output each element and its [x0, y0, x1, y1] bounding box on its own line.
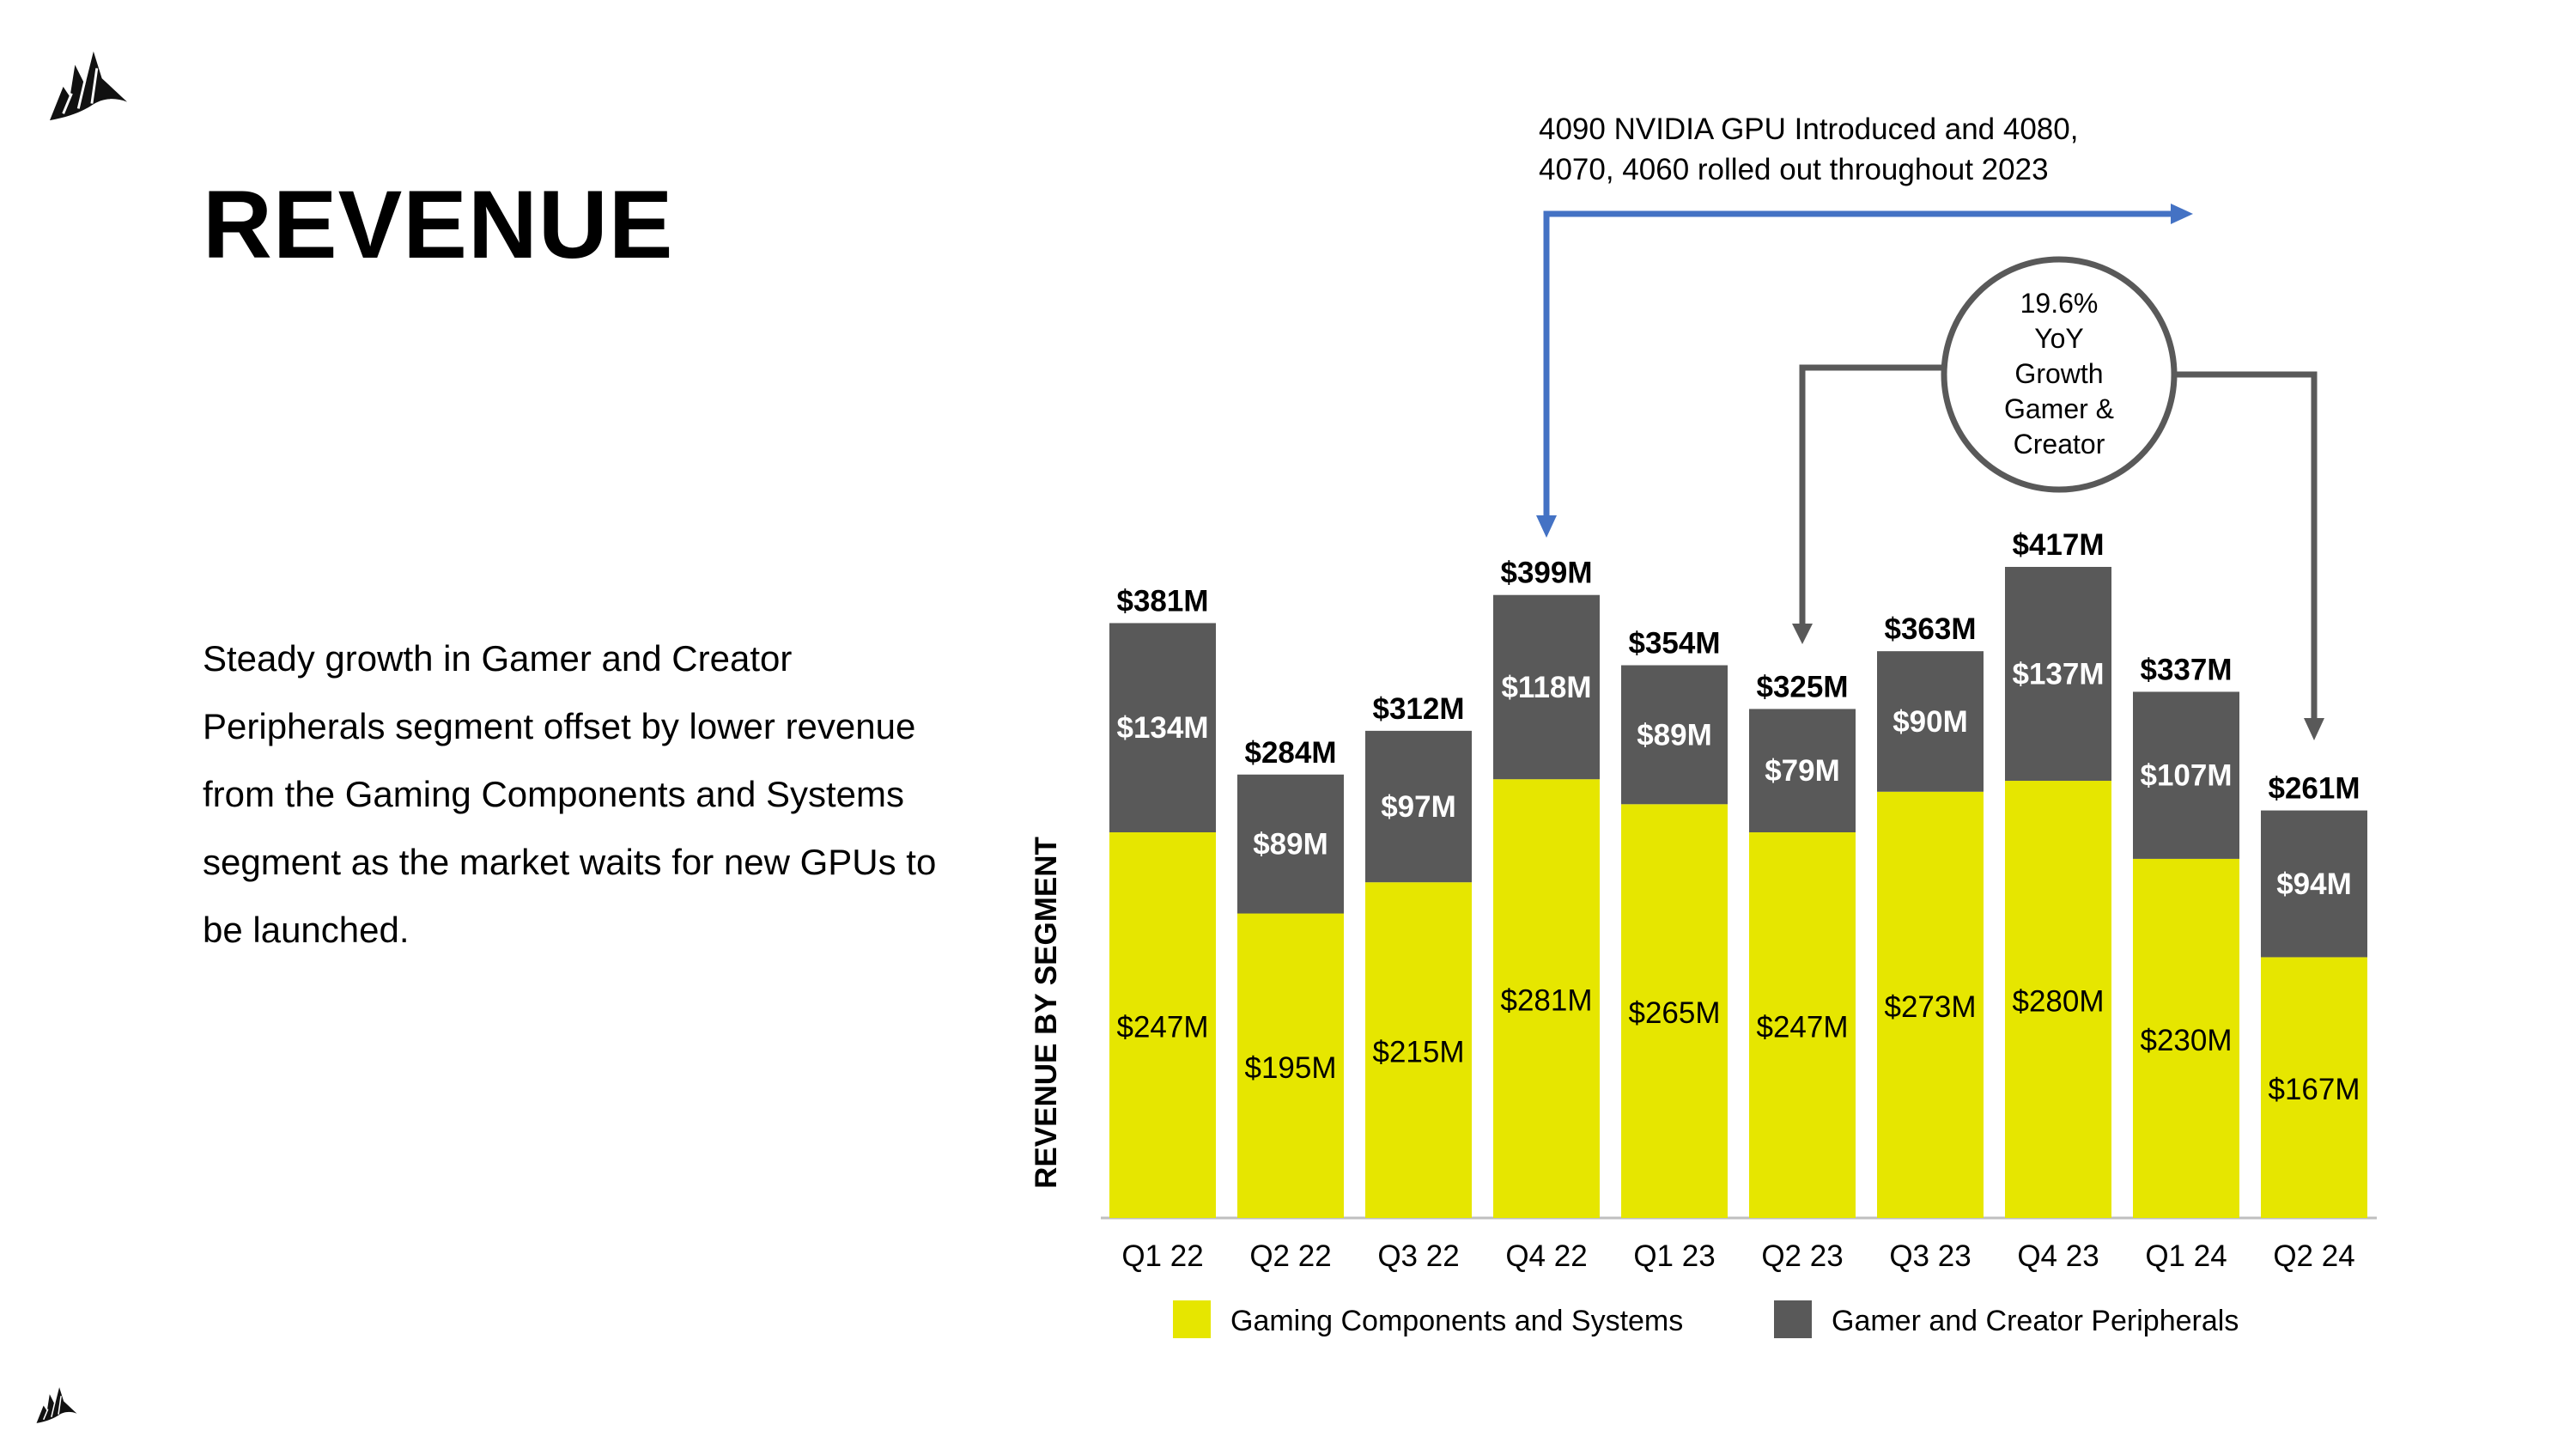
bar-peripherals-segment	[2133, 691, 2239, 859]
bar-gaming-label: $265M	[1628, 996, 1720, 1030]
gpu-annotation-line-1: 4090 NVIDIA GPU Introduced and 4080,	[1539, 113, 2078, 146]
bar-peripherals-label: $118M	[1501, 671, 1591, 704]
bar-total-label: $363M	[1884, 612, 1976, 646]
bar-peripherals-segment	[2261, 810, 2367, 958]
bar-gaming-segment	[1109, 832, 1216, 1218]
growth-bubble	[1941, 256, 2178, 493]
bar-gaming-label: $215M	[1372, 1036, 1464, 1069]
growth-bubble-text-line: Growth	[2014, 358, 2103, 389]
corsair-sails-logo-icon	[49, 51, 128, 121]
bar-peripherals-label: $107M	[2140, 759, 2232, 793]
growth-bubble-text-line: 19.6%	[2020, 288, 2099, 319]
bar-peripherals-segment	[1493, 594, 1600, 780]
bar-peripherals-label: $79M	[1765, 754, 1840, 788]
bar-peripherals-label: $137M	[2012, 658, 2104, 691]
x-tick-label: Q1 23	[1633, 1239, 1715, 1273]
growth-bubble-text-line: YoY	[2034, 323, 2084, 354]
x-tick-label: Q3 22	[1377, 1239, 1459, 1273]
legend-swatch-gaming	[1173, 1300, 1211, 1338]
growth-bracket-left	[1799, 364, 1944, 625]
bar-gaming-segment	[1621, 804, 1728, 1218]
bar-peripherals-label: $94M	[2276, 868, 2352, 901]
bar-total-label: $337M	[2140, 653, 2232, 686]
x-tick-label: Q2 24	[2273, 1239, 2354, 1273]
page-title: REVENUE	[203, 171, 674, 278]
x-tick-label: Q3 23	[1889, 1239, 1971, 1273]
x-tick-label: Q1 22	[1121, 1239, 1203, 1273]
x-tick-label: Q4 22	[1505, 1239, 1587, 1273]
bar-total-label: $381M	[1116, 584, 1208, 618]
x-tick-label: Q4 23	[2017, 1239, 2099, 1273]
bar-total-label: $354M	[1628, 627, 1720, 661]
legend-label-peripherals: Gamer and Creator Peripherals	[1832, 1305, 2239, 1337]
bar-gaming-segment	[2261, 957, 2367, 1218]
bar-peripherals-label: $89M	[1637, 718, 1712, 752]
corsair-small-logo-icon	[36, 1387, 77, 1423]
bar-gaming-label: $167M	[2268, 1073, 2360, 1106]
gpu-arrow-head-down	[1536, 515, 1557, 538]
bar-peripherals-segment	[1749, 709, 1856, 833]
growth-arrow-head-left	[1792, 624, 1813, 644]
bar-gaming-segment	[2005, 781, 2111, 1218]
bar-gaming-segment	[1493, 779, 1600, 1218]
bar-peripherals-segment	[1877, 651, 1984, 792]
bar-peripherals-segment	[2005, 567, 2111, 782]
bar-total-label: $325M	[1756, 670, 1848, 703]
bar-gaming-segment	[1365, 882, 1472, 1218]
bar-gaming-label: $280M	[2012, 985, 2104, 1019]
bar-gaming-segment	[1237, 913, 1344, 1218]
bar-total-label: $284M	[1244, 736, 1336, 770]
gpu-annotation-line-2: 4070, 4060 rolled out throughout 2023	[1539, 153, 2049, 186]
bar-gaming-label: $281M	[1500, 984, 1592, 1018]
bar-total-label: $417M	[2012, 528, 2104, 562]
growth-bracket-right	[2174, 371, 2318, 720]
bar-peripherals-label: $134M	[1116, 711, 1208, 745]
x-tick-label: Q2 23	[1761, 1239, 1843, 1273]
bar-gaming-segment	[2133, 858, 2239, 1218]
bar-peripherals-segment	[1237, 774, 1344, 914]
x-tick-label: Q2 22	[1249, 1239, 1331, 1273]
bar-peripherals-segment	[1109, 623, 1216, 833]
bar-gaming-label: $273M	[1884, 990, 1976, 1024]
growth-arrow-head-right	[2304, 718, 2324, 740]
bar-total-label: $399M	[1500, 557, 1592, 590]
legend-label-gaming: Gaming Components and Systems	[1230, 1305, 1683, 1337]
y-axis-label: REVENUE BY SEGMENT	[1030, 837, 1063, 1189]
bar-peripherals-label: $97M	[1381, 790, 1456, 824]
summary-text: Steady growth in Gamer and Creator Perip…	[203, 638, 937, 950]
bar-peripherals-label: $89M	[1253, 828, 1328, 861]
growth-bubble-text-line: Creator	[2014, 429, 2105, 460]
legend-swatch-peripherals	[1774, 1300, 1812, 1338]
bar-gaming-segment	[1749, 832, 1856, 1218]
bar-gaming-label: $247M	[1116, 1011, 1208, 1044]
bar-total-label: $261M	[2268, 772, 2360, 806]
bar-peripherals-segment	[1365, 730, 1472, 883]
bar-total-label: $312M	[1372, 692, 1464, 726]
bar-peripherals-label: $90M	[1893, 705, 1968, 739]
gpu-arrow-head-right	[2171, 204, 2193, 224]
x-tick-label: Q1 24	[2145, 1239, 2227, 1273]
bar-gaming-label: $230M	[2140, 1024, 2232, 1057]
bar-gaming-segment	[1877, 791, 1984, 1218]
growth-bubble-text-line: Gamer &	[2004, 393, 2114, 424]
bar-gaming-label: $195M	[1244, 1051, 1336, 1085]
bar-peripherals-segment	[1621, 665, 1728, 805]
bar-gaming-label: $247M	[1756, 1011, 1848, 1044]
gpu-timeline-arrow	[1543, 210, 2171, 517]
